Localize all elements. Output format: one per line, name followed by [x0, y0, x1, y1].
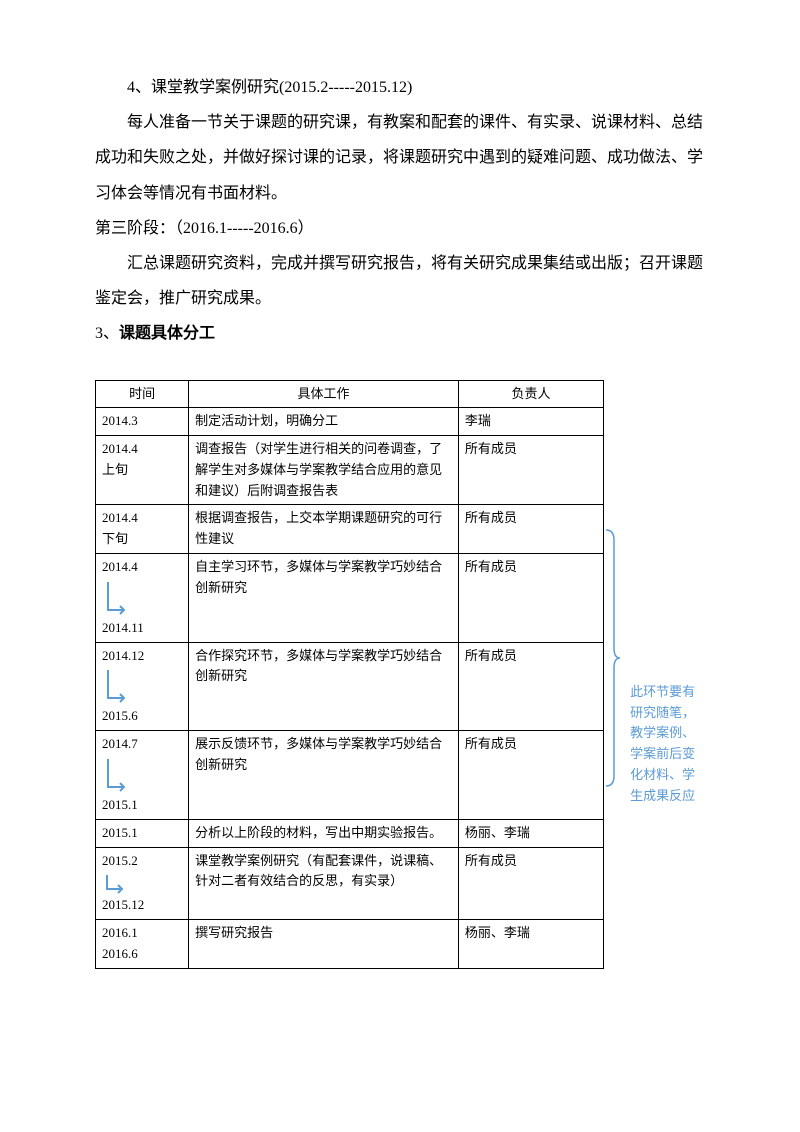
- table-row: 2016.12016.6 撰写研究报告 杨丽、李瑞: [96, 920, 604, 969]
- cell-person: 杨丽、李瑞: [458, 920, 603, 969]
- cell-person: 李瑞: [458, 408, 603, 436]
- cell-work: 展示反馈环节，多媒体与学案教学巧妙结合创新研究: [189, 731, 459, 820]
- cell-time: 2015.1: [96, 819, 189, 847]
- bracket-icon: [604, 528, 622, 788]
- table-header-row: 时间 具体工作 负责人: [96, 380, 604, 408]
- cell-time: 2014.4下旬: [96, 505, 189, 554]
- cell-work: 合作探究环节，多媒体与学案教学巧妙结合创新研究: [189, 642, 459, 731]
- th-work: 具体工作: [189, 380, 459, 408]
- table-row: 2014.4上旬 调查报告（对学生进行相关的问卷调查，了解学生对多媒体与学案教学…: [96, 436, 604, 505]
- cell-time: 2014.12 2015.6: [96, 642, 189, 731]
- cell-time: 2016.12016.6: [96, 920, 189, 969]
- table-row: 2014.12 2015.6 合作探究环节，多媒体与学案教学巧妙结合创新研究 所…: [96, 642, 604, 731]
- cell-person: 所有成员: [458, 554, 603, 643]
- table-row: 2014.4下旬 根据调查报告，上交本学期课题研究的可行性建议 所有成员: [96, 505, 604, 554]
- cell-time: 2014.3: [96, 408, 189, 436]
- work-table: 时间 具体工作 负责人 2014.3 制定活动计划，明确分工 李瑞 2014.4…: [95, 380, 604, 969]
- paragraph-3: 第三阶段：（2016.1-----2016.6）: [95, 211, 705, 246]
- cell-person: 所有成员: [458, 847, 603, 920]
- paragraph-4: 汇总课题研究资料，完成并撰写研究报告，将有关研究成果集结或出版；召开课题鉴定会，…: [95, 246, 705, 316]
- table-row: 2015.1 分析以上阶段的材料，写出中期实验报告。 杨丽、李瑞: [96, 819, 604, 847]
- cell-person: 所有成员: [458, 505, 603, 554]
- annotation-text: 此环节要有研究随笔，教学案例、学案前后变化材料、学生成果反应: [624, 380, 705, 969]
- th-time: 时间: [96, 380, 189, 408]
- paragraph-2: 每人准备一节关于课题的研究课，有教案和配套的课件、有实录、说课材料、总结成功和失…: [95, 105, 705, 211]
- down-arrow-icon: [102, 668, 132, 706]
- down-arrow-icon: [102, 757, 132, 795]
- table-row: 2015.2 2015.12 课堂教学案例研究（有配套课件，说课稿、针对二者有效…: [96, 847, 604, 920]
- cell-work: 撰写研究报告: [189, 920, 459, 969]
- cell-work: 制定活动计划，明确分工: [189, 408, 459, 436]
- heading-3: 3、课题具体分工: [95, 316, 705, 351]
- cell-person: 所有成员: [458, 731, 603, 820]
- cell-work: 根据调查报告，上交本学期课题研究的可行性建议: [189, 505, 459, 554]
- th-person: 负责人: [458, 380, 603, 408]
- heading-bold: 课题具体分工: [119, 325, 215, 342]
- table-row: 2014.3 制定活动计划，明确分工 李瑞: [96, 408, 604, 436]
- cell-person: 所有成员: [458, 436, 603, 505]
- cell-person: 杨丽、李瑞: [458, 819, 603, 847]
- table-row: 2014.4 2014.11 自主学习环节，多媒体与学案教学巧妙结合创新研究 所…: [96, 554, 604, 643]
- cell-person: 所有成员: [458, 642, 603, 731]
- cell-time: 2015.2 2015.12: [96, 847, 189, 920]
- bracket-column: [604, 380, 624, 969]
- down-arrow-icon: [102, 873, 130, 895]
- table-row: 2014.7 2015.1 展示反馈环节，多媒体与学案教学巧妙结合创新研究 所有…: [96, 731, 604, 820]
- cell-work: 调查报告（对学生进行相关的问卷调查，了解学生对多媒体与学案教学结合应用的意见和建…: [189, 436, 459, 505]
- cell-work: 分析以上阶段的材料，写出中期实验报告。: [189, 819, 459, 847]
- cell-work: 自主学习环节，多媒体与学案教学巧妙结合创新研究: [189, 554, 459, 643]
- down-arrow-icon: [102, 580, 132, 618]
- cell-time: 2014.4 2014.11: [96, 554, 189, 643]
- cell-time: 2014.4上旬: [96, 436, 189, 505]
- paragraph-1: 4、课堂教学案例研究(2015.2-----2015.12): [95, 70, 705, 105]
- cell-work: 课堂教学案例研究（有配套课件，说课稿、针对二者有效结合的反思，有实录）: [189, 847, 459, 920]
- heading-prefix: 3、: [95, 325, 119, 342]
- cell-time: 2014.7 2015.1: [96, 731, 189, 820]
